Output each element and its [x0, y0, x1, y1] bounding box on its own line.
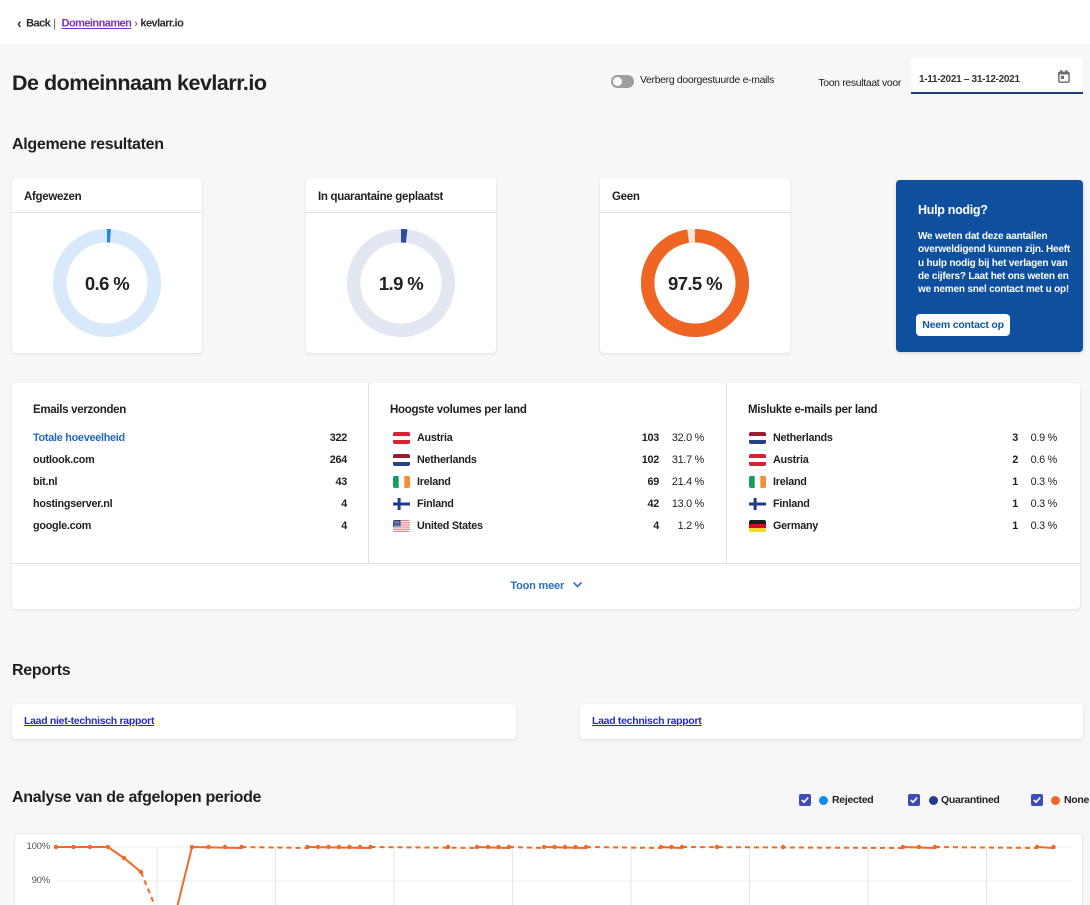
svg-text:97.5 %: 97.5 % [668, 273, 722, 294]
svg-text:0.6 %: 0.6 % [85, 273, 129, 294]
svg-text:1.9 %: 1.9 % [379, 273, 423, 294]
